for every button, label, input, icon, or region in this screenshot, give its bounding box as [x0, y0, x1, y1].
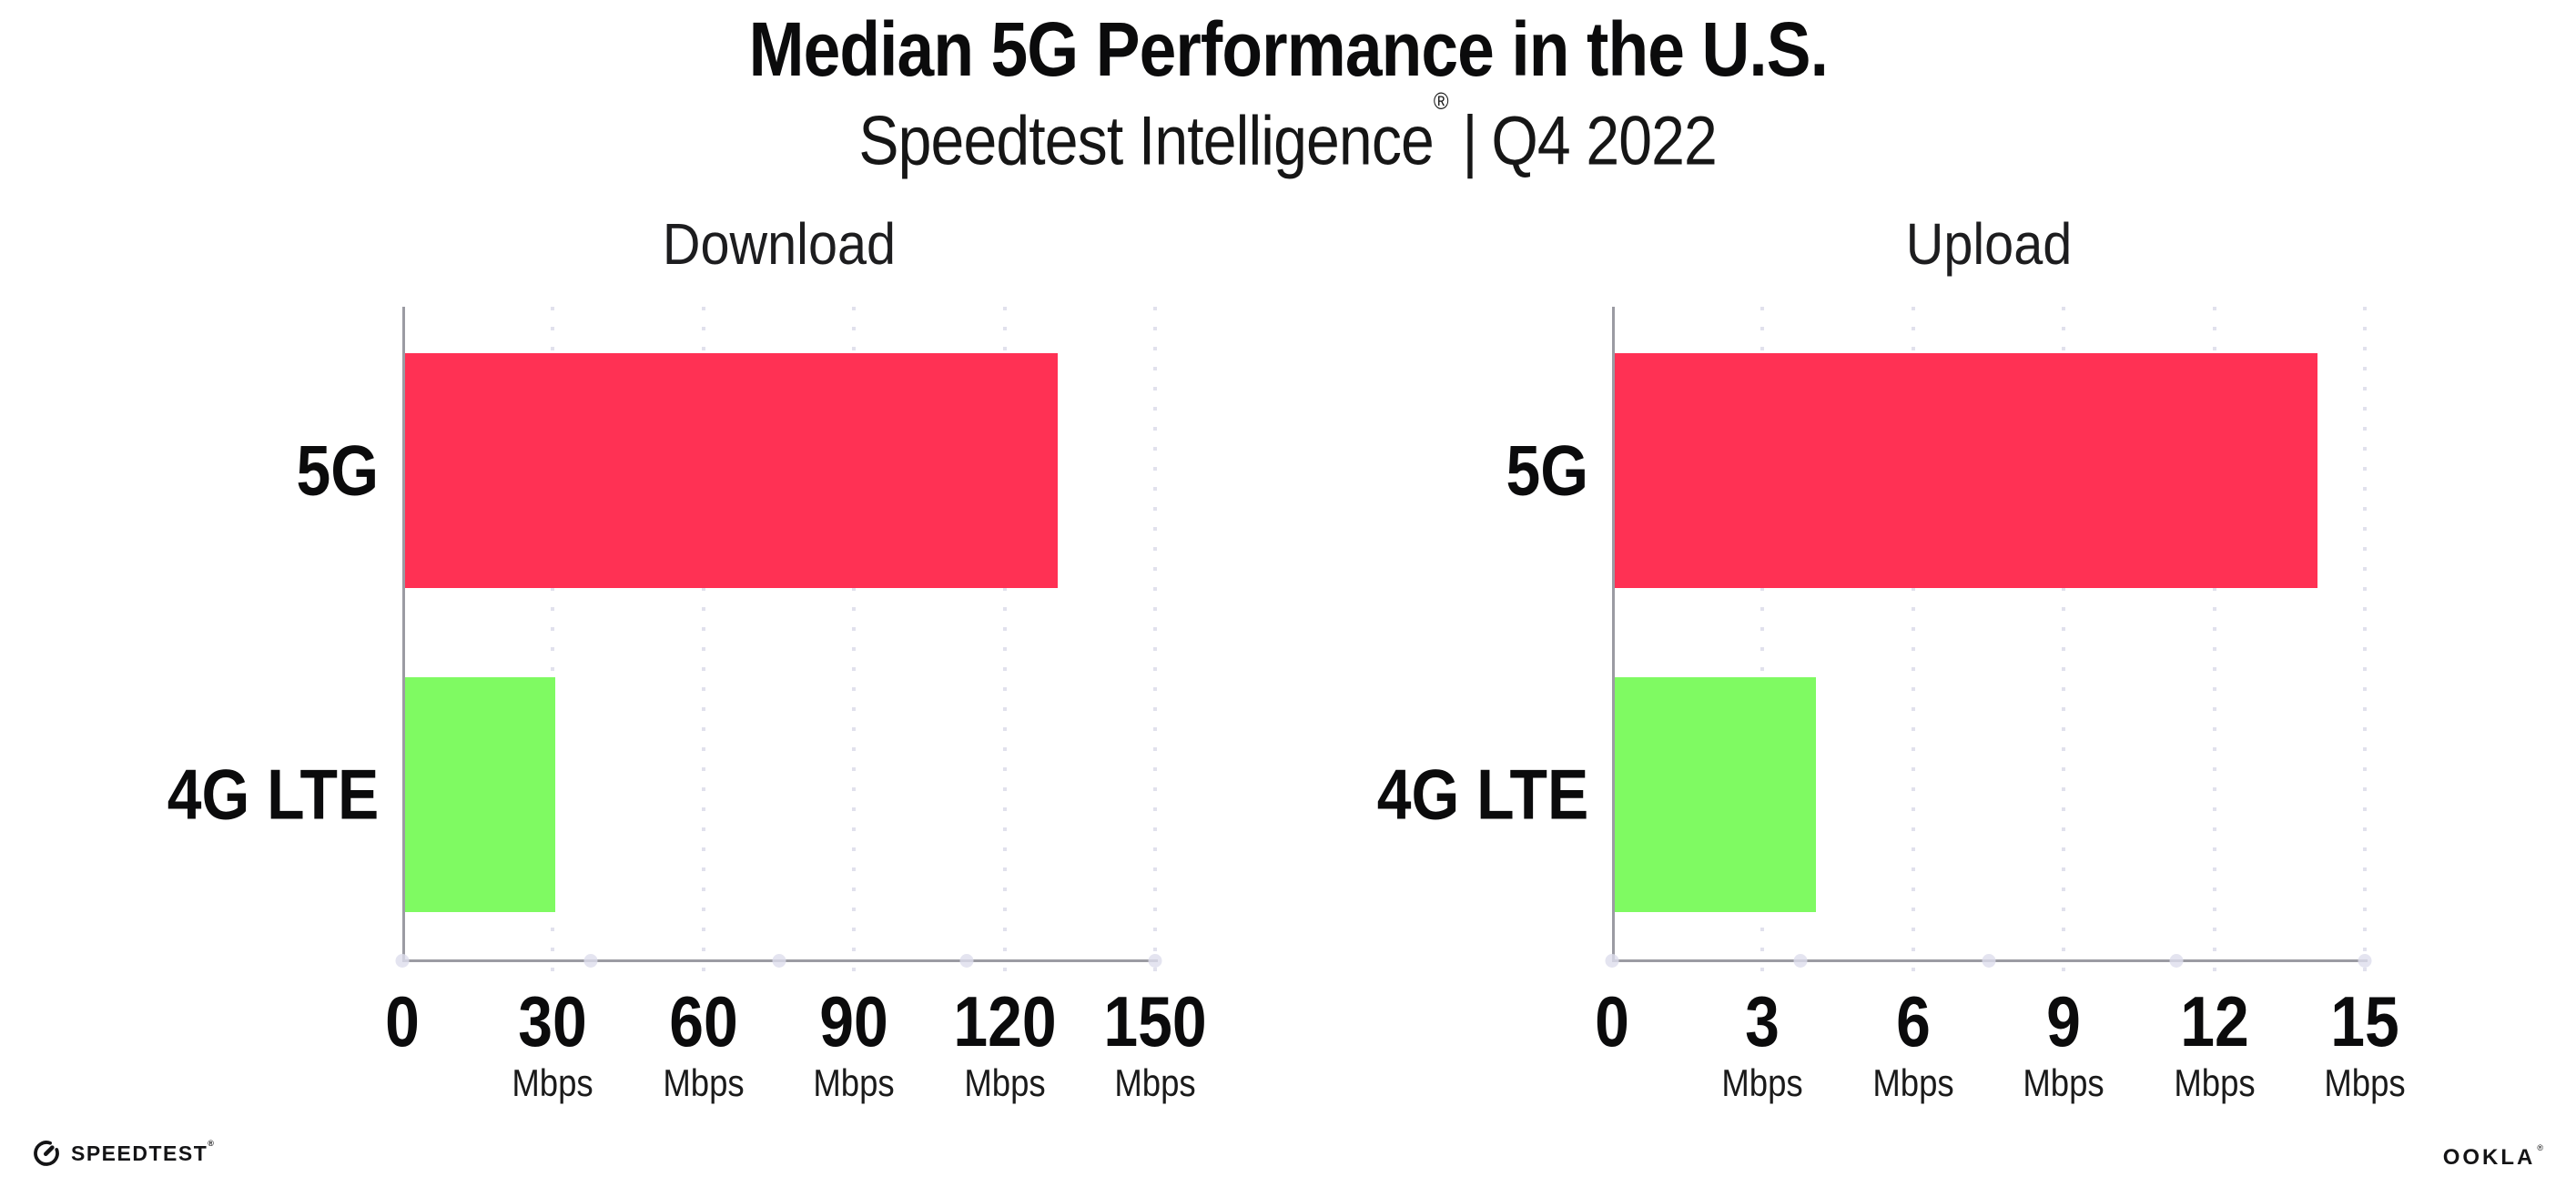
upload-x-tick-0: 0 — [1592, 983, 1631, 1060]
speedtest-wordmark-text: SPEEDTEST — [71, 1141, 208, 1165]
upload-category-label-4g-lte: 4G LTE — [1376, 754, 1588, 835]
download-chart-plot: Download 0 30 Mbps 60 Mbps 90 Mbps 120 Mbps 150 Mb… — [167, 211, 1206, 1104]
speedtest-gauge-icon — [34, 1141, 59, 1166]
page-title-text: Median 5G Performance in the U.S. — [748, 6, 1828, 92]
subtitle-separator: | — [1462, 102, 1478, 180]
download-x-tick-unit: Mbps — [1114, 1061, 1196, 1104]
download-x-tick-120: 120 Mbps — [946, 983, 1064, 1107]
upload-x-tick-value: 9 — [2046, 981, 2082, 1061]
upload-y-axis-line — [1612, 307, 1615, 959]
download-x-tick-text-120: 120 Mbps — [953, 983, 1056, 1107]
download-x-tick-150: 150 Mbps — [1096, 983, 1214, 1107]
download-x-tick-unit: Mbps — [963, 1061, 1046, 1104]
upload-x-tick-unit: Mbps — [1872, 1061, 1954, 1104]
ookla-logo: OOKLA ® — [2442, 1143, 2543, 1171]
download-gridline-120 — [1002, 307, 1007, 981]
speedtest-logo: SPEEDTEST® — [33, 1138, 216, 1167]
download-axis-tick-dot — [772, 954, 786, 968]
upload-x-tick-unit: Mbps — [2324, 1061, 2406, 1104]
page-subtitle: Speedtest Intelligence® | Q4 2022 — [0, 87, 2576, 182]
download-x-tick-value: 120 — [952, 981, 1057, 1061]
upload-x-tick-unit: Mbps — [1721, 1061, 1804, 1104]
download-gridline-150 — [1153, 307, 1157, 981]
upload-x-tick-value: 0 — [1595, 981, 1629, 1061]
upload-gridline-12 — [2212, 307, 2216, 981]
upload-x-tick-unit: Mbps — [2023, 1061, 2104, 1104]
upload-x-tick-value: 15 — [2330, 981, 2399, 1061]
download-axis-tick-dot — [583, 954, 598, 968]
upload-x-tick-text-6: 6 Mbps — [1872, 983, 1953, 1107]
upload-category-label-5g: 5G — [1506, 430, 1588, 511]
download-gridline-30 — [551, 307, 555, 981]
upload-gridline-9 — [2062, 307, 2066, 981]
download-x-tick-text-0: 0 — [385, 983, 420, 1060]
download-x-tick-text-30: 30 Mbps — [512, 983, 593, 1107]
download-x-tick-text-90: 90 Mbps — [814, 983, 895, 1107]
upload-x-tick-6: 6 Mbps — [1866, 983, 1960, 1107]
upload-x-tick-text-0: 0 — [1595, 983, 1629, 1060]
download-x-tick-value: 90 — [819, 981, 888, 1061]
upload-gridline-3 — [1760, 307, 1765, 981]
upload-x-tick-3: 3 Mbps — [1716, 983, 1810, 1107]
upload-bar-5g — [1615, 353, 2317, 588]
download-x-tick-value: 30 — [518, 981, 588, 1061]
download-category-label-5g: 5G — [296, 430, 379, 511]
upload-x-tick-12: 12 Mbps — [2167, 983, 2261, 1107]
download-x-tick-60: 60 Mbps — [656, 983, 750, 1107]
download-x-tick-value: 0 — [385, 981, 420, 1061]
upload-axis-tick-dot — [1605, 954, 1619, 968]
page-title: Median 5G Performance in the U.S. — [0, 5, 2576, 93]
download-x-tick-0: 0 — [382, 983, 421, 1060]
download-x-tick-value: 60 — [669, 981, 738, 1061]
upload-x-tick-value: 6 — [1895, 981, 1931, 1061]
download-category-label-4g-lte: 4G LTE — [167, 754, 379, 835]
download-x-tick-90: 90 Mbps — [807, 983, 901, 1107]
subtitle-brand: Speedtest Intelligence — [858, 102, 1435, 180]
upload-axis-tick-dot — [2358, 954, 2372, 968]
subtitle-period: Q4 2022 — [1491, 102, 1718, 180]
upload-x-tick-text-12: 12 Mbps — [2174, 983, 2255, 1107]
speedtest-wordmark: SPEEDTEST® — [71, 1138, 216, 1166]
upload-x-tick-text-9: 9 Mbps — [2023, 983, 2104, 1107]
upload-chart-plot: Upload 0 3 Mbps 6 Mbps 9 Mbps 12 Mbps 15 Mbps 5G 4G … — [1376, 211, 2405, 1104]
download-x-tick-unit: Mbps — [512, 1061, 594, 1104]
upload-chart-title: Upload — [1905, 211, 2072, 277]
download-axis-tick-dot — [395, 954, 410, 968]
download-x-tick-unit: Mbps — [663, 1061, 745, 1104]
upload-bar-4g-lte — [1615, 677, 1816, 912]
registered-mark: ® — [1434, 87, 1449, 115]
upload-x-tick-9: 9 Mbps — [2017, 983, 2111, 1107]
upload-x-tick-text-15: 15 Mbps — [2324, 983, 2405, 1107]
download-chart-title: Download — [662, 211, 896, 277]
upload-x-tick-value: 12 — [2179, 981, 2249, 1061]
upload-x-tick-text-3: 3 Mbps — [1722, 983, 1803, 1107]
download-bar-5g — [405, 353, 1058, 588]
download-x-tick-value: 150 — [1103, 981, 1207, 1061]
ookla-registered-mark: ® — [2537, 1143, 2543, 1152]
upload-x-tick-15: 15 Mbps — [2318, 983, 2412, 1107]
ookla-wordmark: OOKLA — [2442, 1145, 2536, 1170]
download-gridline-60 — [701, 307, 705, 981]
download-x-tick-30: 30 Mbps — [506, 983, 600, 1107]
page-subtitle-text: Speedtest Intelligence® | Q4 2022 — [858, 87, 1718, 182]
download-bar-4g-lte — [405, 677, 556, 912]
upload-gridline-15 — [2363, 307, 2367, 981]
speedtest-registered-mark: ® — [208, 1138, 216, 1148]
upload-gridline-6 — [1911, 307, 1915, 981]
download-x-tick-unit: Mbps — [813, 1061, 895, 1104]
upload-axis-tick-dot — [2169, 954, 2184, 968]
download-x-tick-text-60: 60 Mbps — [663, 983, 744, 1107]
download-axis-tick-dot — [1148, 954, 1162, 968]
upload-x-tick-value: 3 — [1745, 981, 1780, 1061]
download-axis-tick-dot — [959, 954, 974, 968]
download-y-axis-line — [402, 307, 405, 959]
download-x-tick-text-150: 150 Mbps — [1103, 983, 1206, 1107]
upload-axis-tick-dot — [1793, 954, 1808, 968]
upload-axis-tick-dot — [1982, 954, 1995, 968]
download-gridline-90 — [852, 307, 857, 981]
upload-x-tick-unit: Mbps — [2173, 1061, 2256, 1104]
